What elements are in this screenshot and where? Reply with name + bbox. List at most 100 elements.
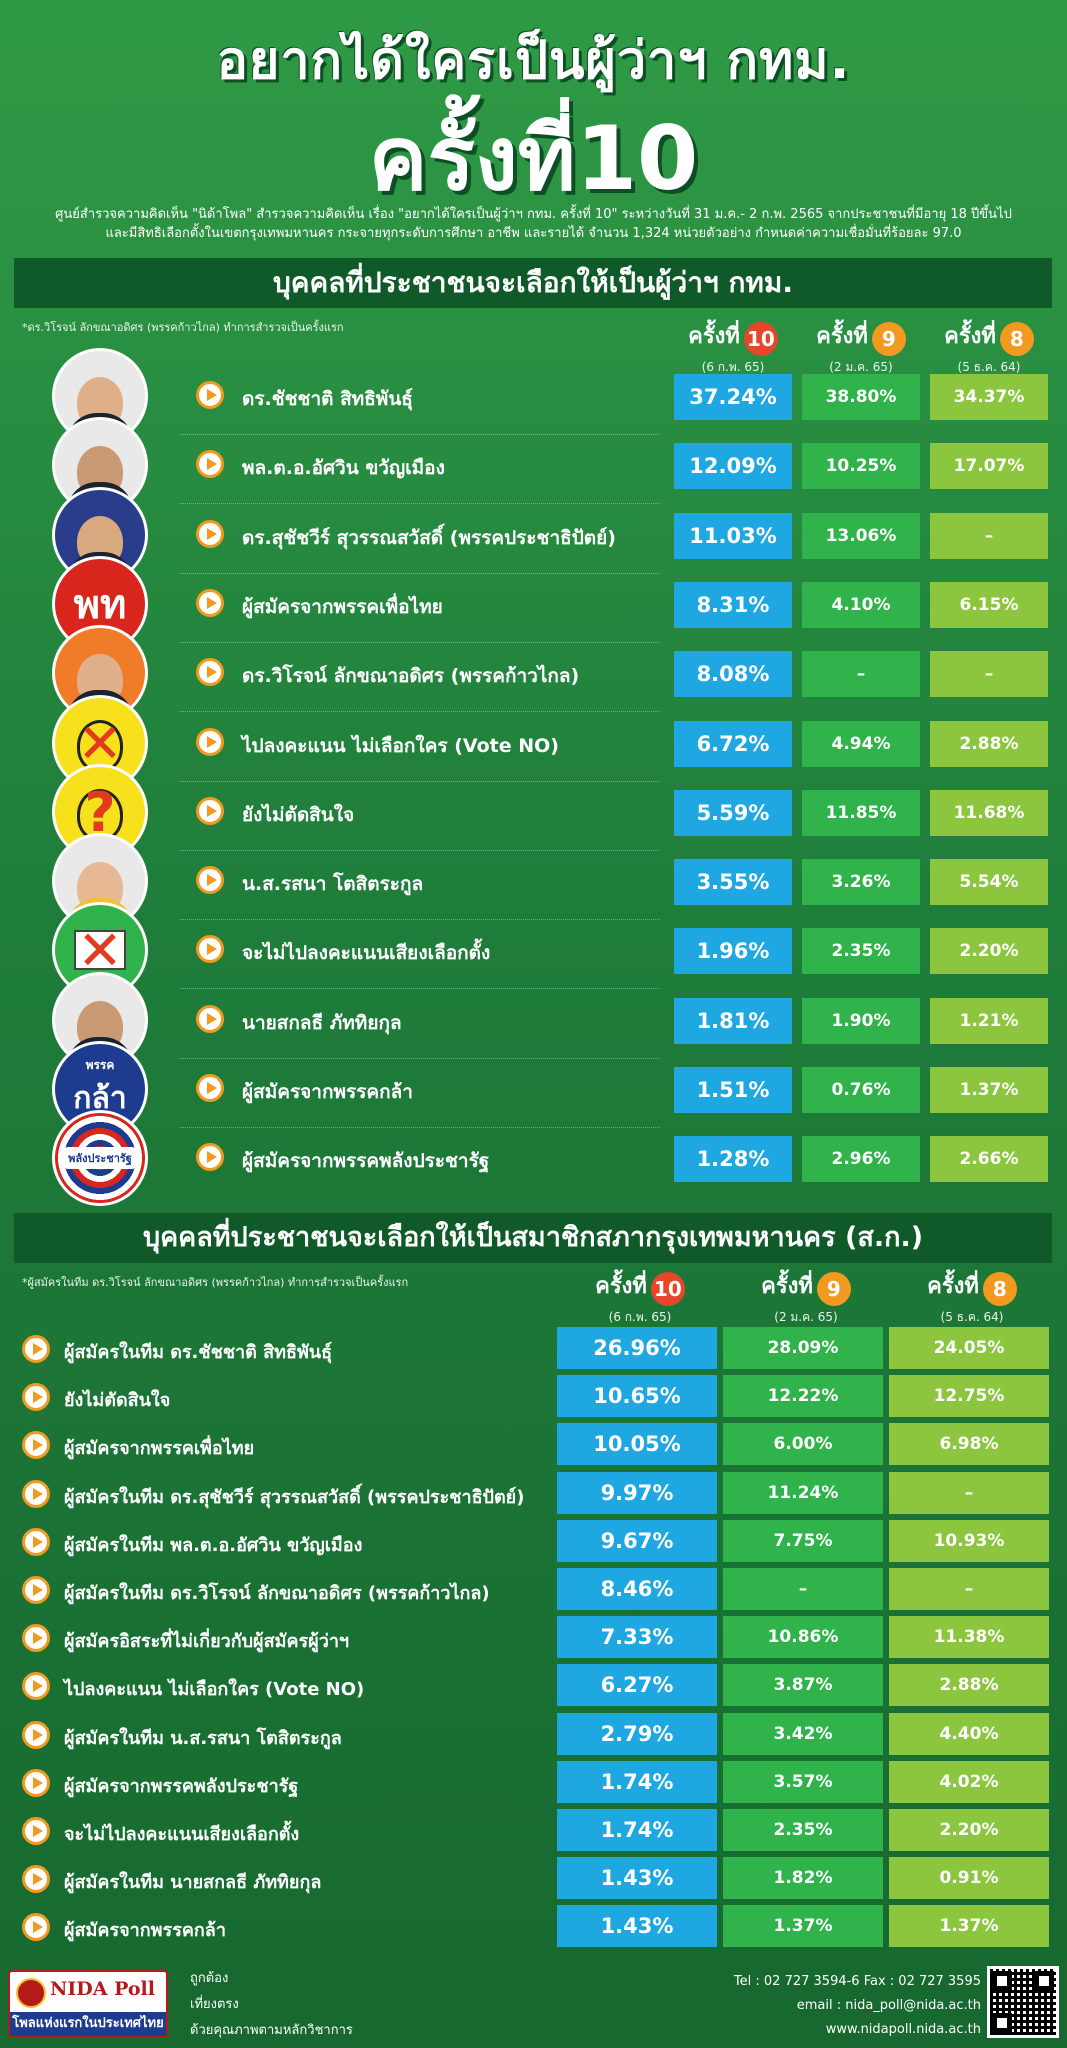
governor-value-round-9: 38.80% (802, 374, 920, 420)
governor-row: ✕ ไปลงคะแนน ไม่เลือกใคร (Vote NO) 6.72% 4.9… (0, 695, 1067, 791)
row-divider (180, 434, 660, 435)
council-header-round-10: ครั้งที่ 10 (6 ก.พ. 65) (557, 1268, 723, 1327)
round-date: (6 ก.พ. 65) (608, 1309, 672, 1324)
play-arrow-icon (22, 1721, 50, 1749)
play-arrow-icon (196, 589, 224, 617)
council-row-label: ผู้สมัครจากพรรคกล้า (64, 1920, 226, 1941)
survey-description-line2: และมีสิทธิเลือกตั้งในเขตกรุงเทพมหานคร กร… (105, 226, 962, 241)
council-value-round-10: 8.46% (557, 1568, 717, 1610)
council-value-round-9: 1.82% (723, 1857, 883, 1899)
council-value-round-8: 11.38% (889, 1616, 1049, 1658)
play-arrow-icon (22, 1769, 50, 1797)
council-value-round-9: 7.75% (723, 1520, 883, 1562)
council-row-label: ไปลงคะแนน ไม่เลือกใคร (Vote NO) (64, 1679, 365, 1700)
governor-value-round-9: 4.94% (802, 721, 920, 767)
row-divider (180, 919, 660, 920)
play-arrow-icon (22, 1624, 50, 1652)
play-arrow-icon (22, 1576, 50, 1604)
round-label: ครั้งที่ (816, 324, 868, 349)
round-number-badge: 8 (982, 1271, 1017, 1306)
governor-value-round-8: – (930, 651, 1048, 697)
council-value-round-10: 9.97% (557, 1472, 717, 1514)
council-value-round-10: 26.96% (557, 1327, 717, 1369)
governor-value-round-8: 11.68% (930, 790, 1048, 836)
council-row: ผู้สมัครในทีม น.ส.รสนา โตสิตระกูล 2.79% 3.… (0, 1713, 1067, 1757)
pheu-thai-logo-text: พท (73, 582, 127, 628)
governor-value-round-10: 6.72% (674, 721, 792, 767)
contact-email: email : nida_poll@nida.ac.th (796, 1998, 981, 2013)
governor-value-round-10: 1.51% (674, 1067, 792, 1113)
footer: NIDA Poll โพลแห่งแรกในประเทศไทย ถูกต้อง … (0, 1958, 1067, 2048)
slogan-accurate: ถูกต้อง (190, 1971, 229, 1986)
qr-code-icon[interactable] (987, 1966, 1059, 2038)
council-row: ผู้สมัครจากพรรคกล้า 1.43% 1.37% 1.37% (0, 1905, 1067, 1949)
governor-note: *ดร.วิโรจน์ ลักขณาอดิศร (พรรคก้าวไกล) ทำ… (22, 321, 344, 334)
main-subtitle: ครั้งที่10 (368, 107, 699, 210)
nida-logo-name: NIDA Poll (50, 1978, 155, 2000)
council-value-round-10: 10.05% (557, 1423, 717, 1465)
council-value-round-9: 1.37% (723, 1905, 883, 1947)
round-label: ครั้งที่ (761, 1274, 813, 1299)
governor-value-round-9: 11.85% (802, 790, 920, 836)
council-row-label: ผู้สมัครในทีม น.ส.รสนา โตสิตระกูล (64, 1728, 342, 1749)
governor-value-round-10: 11.03% (674, 513, 792, 559)
council-row-label: ผู้สมัครอิสระที่ไม่เกี่ยวกับผู้สมัครผู้ว… (64, 1631, 350, 1652)
governor-row-label: ผู้สมัครจากพรรคกล้า (242, 1081, 413, 1103)
governor-value-round-9: 10.25% (802, 443, 920, 489)
governor-value-round-10: 3.55% (674, 859, 792, 905)
governor-value-round-8: 34.37% (930, 374, 1048, 420)
play-arrow-icon (22, 1913, 50, 1941)
council-row-label: ยังไม่ตัดสินใจ (64, 1390, 171, 1411)
council-note: *ผู้สมัครในทีม ดร.วิโรจน์ ลักขณาอดิศร (พ… (22, 1276, 409, 1289)
council-value-round-9: 11.24% (723, 1472, 883, 1514)
governor-value-round-8: 2.66% (930, 1136, 1048, 1182)
governor-value-round-9: – (802, 651, 920, 697)
council-value-round-10: 2.79% (557, 1713, 717, 1755)
row-divider (180, 1058, 660, 1059)
council-value-round-8: 4.40% (889, 1713, 1049, 1755)
round-date: (6 ก.พ. 65) (701, 359, 765, 374)
survey-description-line1: ศูนย์สำรวจความคิดเห็น "นิด้าโพล" สำรวจคว… (55, 207, 1012, 222)
governor-value-round-9: 4.10% (802, 582, 920, 628)
governor-row-label: ผู้สมัครจากพรรคพลังประชารัฐ (242, 1150, 490, 1172)
header: อยากได้ใครเป็นผู้ว่าฯ กทม. ครั้งที่10 ศู… (0, 0, 1067, 250)
play-arrow-icon (22, 1865, 50, 1893)
row-divider (180, 1127, 660, 1128)
governor-value-round-10: 1.28% (674, 1136, 792, 1182)
governor-row: ✕ จะไม่ไปลงคะแนนเสียงเลือกตั้ง 1.96% 2.35% 2… (0, 902, 1067, 998)
council-section-title: บุคคลที่ประชาชนจะเลือกให้เป็นสมาชิกสภากร… (14, 1213, 1052, 1263)
governor-value-round-8: 17.07% (930, 443, 1048, 489)
governor-value-round-10: 12.09% (674, 443, 792, 489)
governor-value-round-10: 1.96% (674, 928, 792, 974)
council-row: ผู้สมัครจากพรรคเพื่อไทย 10.05% 6.00% 6.98% (0, 1423, 1067, 1467)
council-row-label: ผู้สมัครในทีม ดร.สุชัชวีร์ สุวรรณสวัสดิ์… (64, 1487, 525, 1508)
round-label: ครั้งที่ (688, 324, 740, 349)
slogan-precise: เที่ยงตรง (190, 1997, 239, 2012)
governor-row: พล.ต.อ.อัศวิน ขวัญเมือง 12.09% 10.25% 17.07… (0, 417, 1067, 513)
palang-pracharath-logo: พลังประชารัฐ (52, 1110, 148, 1206)
governor-row-label: ยังไม่ตัดสินใจ (242, 804, 355, 826)
row-divider (180, 988, 660, 989)
governor-row: พรรค กล้า ผู้สมัครจากพรรคกล้า 1.51% 0.76% 1.3… (0, 1041, 1067, 1137)
play-arrow-icon (196, 520, 224, 548)
governor-value-round-9: 13.06% (802, 513, 920, 559)
play-arrow-icon (22, 1528, 50, 1556)
contact-website[interactable]: www.nidapoll.nida.ac.th (825, 2022, 981, 2037)
governor-value-round-10: 8.08% (674, 651, 792, 697)
round-label-line: ครั้งที่ 8 (930, 318, 1048, 356)
round-date: (5 ธ.ค. 64) (957, 359, 1021, 374)
round-number-badge: 10 (743, 321, 778, 356)
governor-row: ดร.สุชัชวีร์ สุวรรณสวัสดิ์ (พรรคประชาธิป… (0, 487, 1067, 583)
council-row-label: ผู้สมัครในทีม นายสกลธี ภัททิยกุล (64, 1872, 322, 1893)
council-row-label: ผู้สมัครในทีม พล.ต.อ.อัศวิน ขวัญเมือง (64, 1535, 363, 1556)
play-arrow-icon (22, 1383, 50, 1411)
council-value-round-9: 3.42% (723, 1713, 883, 1755)
council-value-round-10: 1.43% (557, 1905, 717, 1947)
footer-slogans: ถูกต้อง เที่ยงตรง ด้วยคุณภาพตามหลักวิชาก… (190, 1966, 353, 2044)
governor-row: ดร.ชัชชาติ สิทธิพันธุ์ 37.24% 38.80% 34.37% (0, 348, 1067, 444)
council-row: ยังไม่ตัดสินใจ 10.65% 12.22% 12.75% (0, 1375, 1067, 1419)
council-value-round-9: 2.35% (723, 1809, 883, 1851)
play-arrow-icon (22, 1672, 50, 1700)
round-number-badge: 9 (871, 321, 906, 356)
council-value-round-8: – (889, 1568, 1049, 1610)
